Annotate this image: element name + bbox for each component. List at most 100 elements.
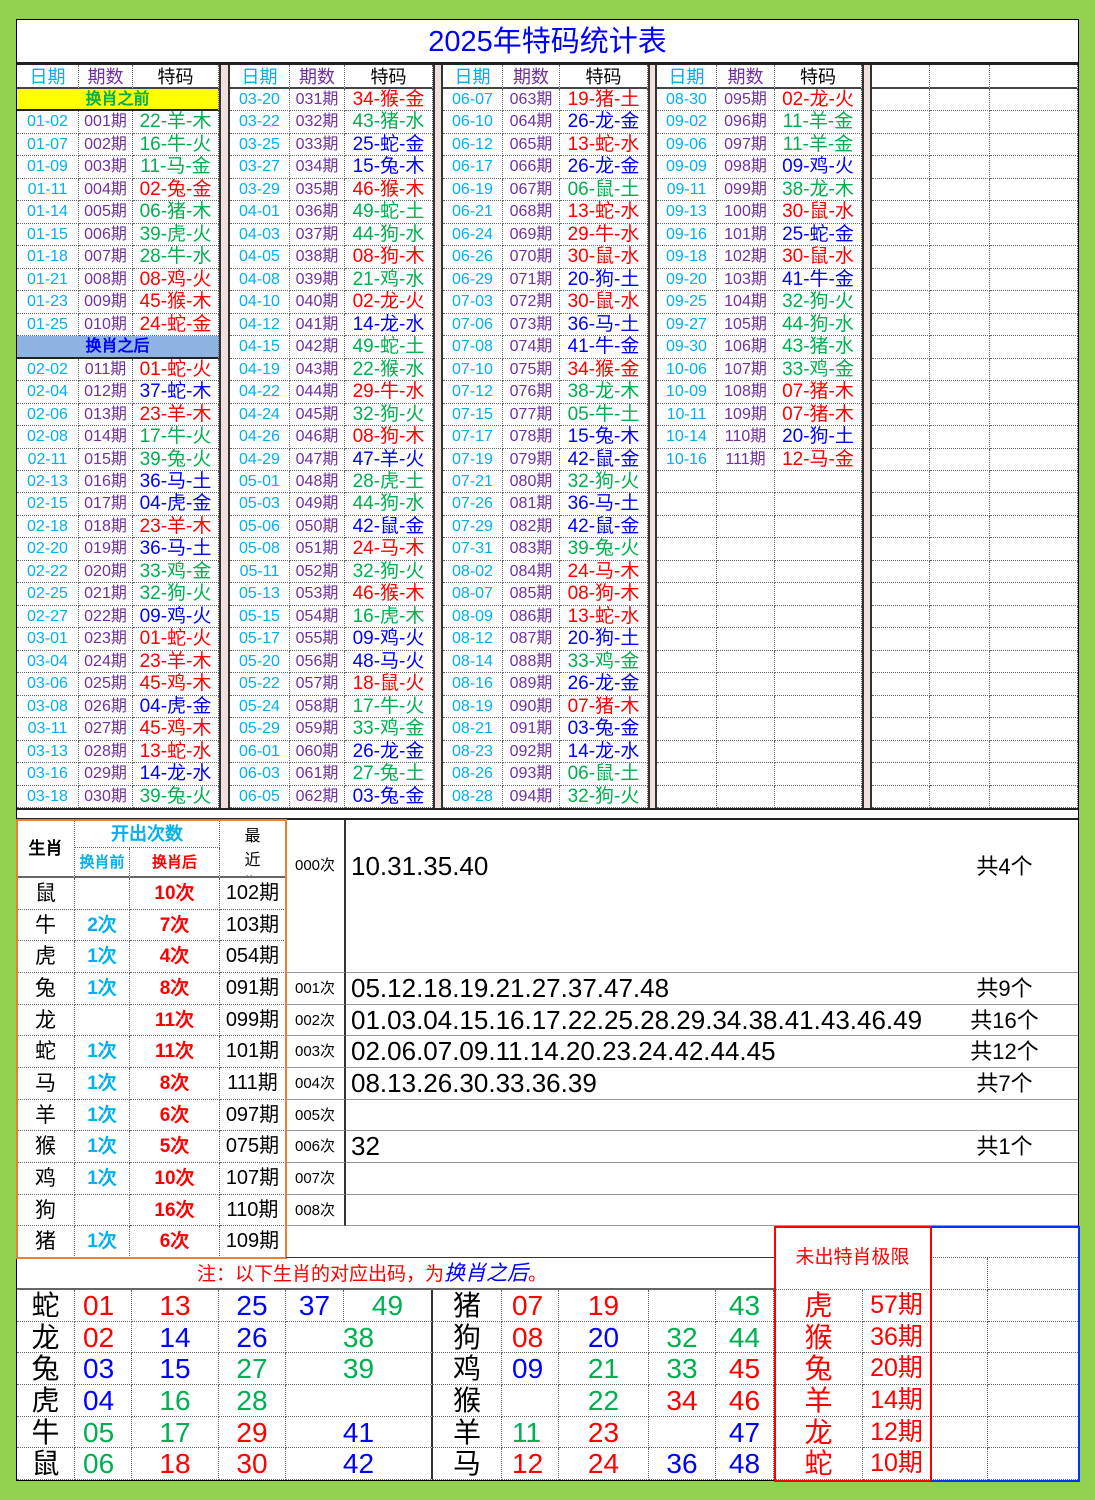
zodiac-number: 15 — [132, 1353, 219, 1385]
draw-period: 050期 — [290, 515, 345, 539]
stats-recent-period: 091期 — [220, 973, 286, 1005]
empty-cell — [931, 1321, 988, 1354]
draw-code: 42-鼠-金 — [560, 448, 648, 471]
draw-date: 06-12 — [443, 133, 503, 157]
empty-cell — [990, 448, 1078, 471]
draw-period: 018期 — [79, 515, 133, 539]
draw-code: 43-猪-水 — [775, 336, 862, 359]
empty-cell — [930, 740, 990, 764]
draw-code: 44-狗-水 — [345, 493, 433, 516]
draw-code: 39-兔-火 — [133, 785, 219, 809]
empty-header — [872, 65, 930, 89]
absence-periods: 10期 — [863, 1448, 931, 1480]
empty-cell — [990, 605, 1078, 629]
zodiac-number: 44 — [716, 1321, 774, 1354]
draw-code: 33-鸡-金 — [345, 718, 433, 741]
zodiac-name: 狗 — [433, 1321, 502, 1354]
draw-code: 42-鼠-金 — [560, 515, 648, 539]
zodiac-number: 21 — [559, 1353, 649, 1385]
draw-code: 16-牛-火 — [133, 133, 219, 157]
draw-period: 025期 — [79, 673, 133, 696]
stats-before-count — [75, 1004, 130, 1037]
draw-code: 24-马-木 — [345, 538, 433, 561]
empty-cell — [872, 89, 930, 112]
empty-cell — [990, 336, 1078, 359]
stats-zodiac: 兔 — [17, 973, 75, 1005]
zodiac-number: 05 — [75, 1416, 132, 1449]
zodiac-number: 32 — [649, 1321, 716, 1354]
stats-after-count: 4次 — [130, 941, 220, 973]
draw-code: 08-狗-木 — [345, 246, 433, 269]
empty-cell — [930, 178, 990, 202]
empty-cell — [990, 673, 1078, 696]
draw-code: 26-龙-金 — [560, 111, 648, 134]
draw-period: 099期 — [717, 178, 775, 202]
draw-code: 32-狗-火 — [560, 785, 648, 809]
zodiac-number: 33 — [649, 1353, 716, 1385]
frequency-label: 003次 — [286, 1036, 345, 1068]
draw-date: 01-23 — [17, 291, 79, 314]
draw-code: 19-猪-土 — [560, 89, 648, 112]
empty-cell — [872, 156, 930, 179]
empty-cell — [872, 605, 930, 629]
empty-cell — [990, 650, 1078, 674]
empty-cell — [775, 628, 862, 651]
empty-cell — [286, 1226, 775, 1259]
draw-code: 38-龙-木 — [560, 381, 648, 404]
draw-period: 012期 — [79, 381, 133, 404]
draw-code: 36-马-土 — [133, 538, 219, 561]
empty-cell — [930, 111, 990, 134]
empty-cell — [872, 470, 930, 494]
draw-code: 26-龙-金 — [560, 156, 648, 179]
draw-code: 33-鸡-金 — [775, 358, 862, 382]
zodiac-name: 牛 — [17, 1416, 75, 1449]
draw-period: 110期 — [717, 426, 775, 449]
draw-period: 048期 — [290, 470, 345, 494]
frequency-numbers: 10.31.35.40 — [345, 820, 931, 973]
empty-cell — [717, 740, 775, 764]
empty-cell — [775, 763, 862, 786]
draw-code: 28-牛-水 — [133, 246, 219, 269]
draw-period: 023期 — [79, 628, 133, 651]
stats-before-count: 1次 — [75, 1131, 130, 1164]
stats-after-count: 8次 — [130, 973, 220, 1005]
stats-before-count — [75, 878, 130, 910]
draw-date: 05-17 — [230, 628, 290, 651]
page-title: 2025年特码统计表 — [17, 20, 1078, 65]
draw-date: 07-26 — [443, 493, 503, 516]
draw-period: 035期 — [290, 178, 345, 202]
draw-date: 03-11 — [17, 718, 79, 741]
section-label-after: 换肖之后 — [17, 336, 219, 359]
draw-code: 06-鼠-土 — [560, 178, 648, 202]
draw-code: 44-狗-水 — [775, 313, 862, 337]
empty-cell — [990, 403, 1078, 427]
draw-date: 09-02 — [657, 111, 717, 134]
stats-recent-period: 111期 — [220, 1068, 286, 1100]
draw-date: 10-16 — [657, 448, 717, 471]
zodiac-number: 39 — [286, 1353, 433, 1385]
absence-periods: 12期 — [863, 1416, 931, 1449]
draw-date: 04-01 — [230, 201, 290, 224]
empty-cell — [775, 470, 862, 494]
draw-period: 020期 — [79, 560, 133, 584]
draw-date: 04-10 — [230, 291, 290, 314]
draw-date: 05-15 — [230, 605, 290, 629]
empty-cell — [990, 560, 1078, 584]
draw-date: 03-08 — [17, 695, 79, 719]
empty-cell — [930, 763, 990, 786]
empty-cell — [990, 291, 1078, 314]
zodiac-number: 30 — [219, 1448, 286, 1480]
zodiac-number: 11 — [502, 1416, 559, 1449]
draw-date: 06-05 — [230, 785, 290, 809]
empty-cell — [657, 470, 717, 494]
draw-code: 07-猪-木 — [560, 695, 648, 719]
empty-cell — [717, 515, 775, 539]
draw-date: 09-30 — [657, 336, 717, 359]
draw-code: 25-蛇-金 — [775, 223, 862, 247]
empty-cell — [657, 718, 717, 741]
draw-date: 07-19 — [443, 448, 503, 471]
zodiac-number: 13 — [132, 1290, 219, 1322]
draw-code: 17-牛-火 — [133, 426, 219, 449]
draw-date: 02-13 — [17, 470, 79, 494]
draw-period: 029期 — [79, 763, 133, 786]
